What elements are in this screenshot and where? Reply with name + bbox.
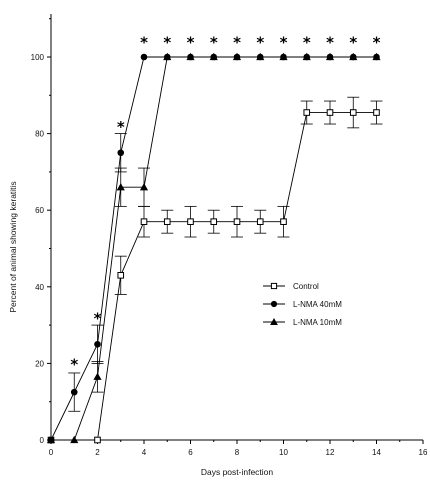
x-tick-label: 16 <box>419 448 428 457</box>
x-tick-label: 6 <box>188 448 193 457</box>
data-point <box>302 52 311 61</box>
significance-star: * <box>187 34 195 52</box>
data-point <box>372 52 381 61</box>
y-tick-label: 80 <box>35 130 44 139</box>
data-point <box>94 436 101 444</box>
data-point <box>116 182 125 191</box>
y-tick-label: 40 <box>35 283 44 292</box>
legend-item: L-NMA 40mM <box>263 300 342 309</box>
data-point <box>349 109 357 116</box>
y-tick-label: 60 <box>35 206 44 215</box>
significance-star: * <box>233 34 241 52</box>
legend-item: L-NMA 10mM <box>263 317 342 327</box>
data-point <box>186 52 195 61</box>
data-point <box>256 218 264 225</box>
significance-star: * <box>94 309 102 327</box>
data-point <box>280 218 287 225</box>
series-triangle <box>46 52 381 444</box>
significance-star: * <box>256 34 264 52</box>
data-point <box>140 53 148 61</box>
series-layer <box>46 52 383 444</box>
legend-marker <box>270 300 278 308</box>
legend: Control L-NMA 40mM L-NMA 10mM <box>263 282 342 327</box>
x-tick-label: 8 <box>235 448 240 457</box>
x-tick-label: 2 <box>95 448 100 457</box>
x-tick-label: 12 <box>326 448 335 457</box>
legend-label: Control <box>293 282 319 291</box>
significance-star: * <box>349 34 357 52</box>
y-tick-label: 20 <box>35 359 44 368</box>
data-point <box>93 372 102 380</box>
data-point <box>326 109 334 116</box>
significance-star: * <box>373 34 381 52</box>
legend-marker <box>270 317 278 325</box>
legend-marker <box>270 282 278 290</box>
y-axis-label: Percent of animal showing keratitis <box>8 181 18 312</box>
legend-label: L-NMA 40mM <box>293 300 342 309</box>
data-point <box>210 218 218 225</box>
series-square <box>47 96 383 444</box>
significance-star: * <box>117 118 125 136</box>
data-point <box>303 109 311 116</box>
data-point <box>233 218 241 225</box>
significance-star: * <box>140 34 148 52</box>
data-point <box>256 52 265 61</box>
data-point <box>46 435 56 444</box>
data-point <box>349 52 358 61</box>
x-tick-label: 0 <box>49 448 54 457</box>
data-point <box>140 218 148 225</box>
data-point <box>373 109 380 116</box>
data-point <box>163 218 171 225</box>
legend-label: L-NMA 10mM <box>293 318 342 327</box>
series-line <box>51 112 377 441</box>
data-point <box>70 435 79 444</box>
significance-star: * <box>163 34 171 52</box>
legend-item: Control <box>263 282 319 291</box>
significance-star: * <box>280 34 288 52</box>
data-point <box>325 52 335 61</box>
significance-star: * <box>303 34 311 52</box>
data-point <box>232 52 242 61</box>
data-point <box>94 340 101 348</box>
significance-star: * <box>70 355 78 373</box>
x-tick-label: 4 <box>142 448 147 457</box>
significance-star: * <box>326 34 334 52</box>
significance-star: * <box>210 34 218 52</box>
data-point <box>70 388 78 396</box>
data-point <box>117 272 125 279</box>
data-point <box>187 218 194 225</box>
data-point <box>139 182 149 191</box>
y-tick-label: 100 <box>31 53 45 62</box>
axes: 0 2 4 6 8 10 12 14 16 0 20 40 60 80 100 <box>31 14 428 457</box>
x-tick-label: 14 <box>372 448 381 457</box>
x-axis-label: Days post-infection <box>201 467 274 477</box>
y-tick-label: 0 <box>40 436 45 445</box>
data-point <box>209 52 218 61</box>
significance-stars: * * * * * * * * * * * * * * <box>70 34 380 374</box>
x-tick-label: 10 <box>279 448 288 457</box>
data-point <box>279 52 288 61</box>
data-point <box>117 149 125 157</box>
data-point <box>163 52 172 61</box>
